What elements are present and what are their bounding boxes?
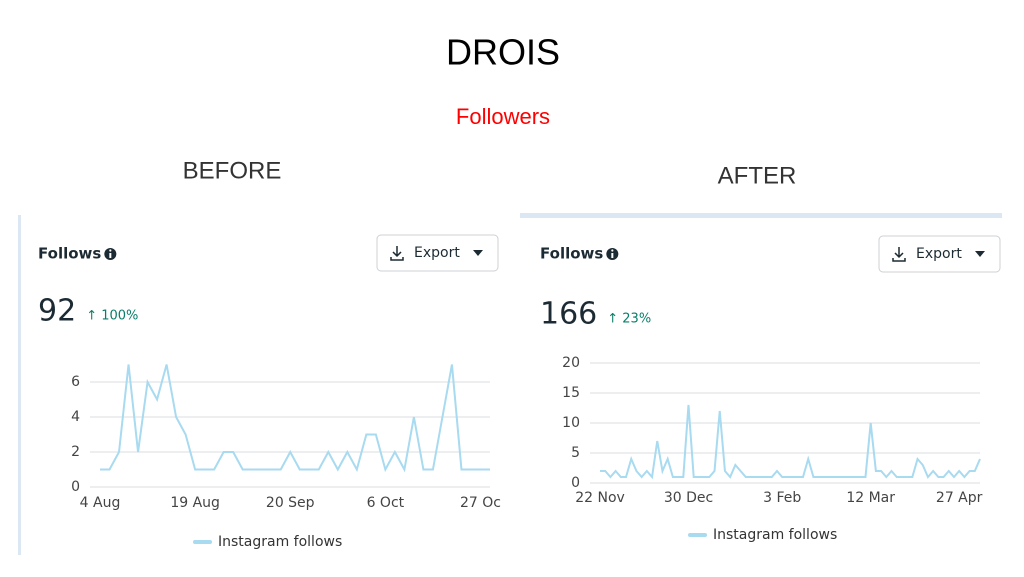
x-tick-label: 19 Aug bbox=[170, 495, 220, 511]
export-button[interactable] bbox=[376, 234, 499, 272]
total-value: 166 bbox=[540, 297, 597, 332]
data-line bbox=[100, 364, 490, 473]
card bbox=[18, 215, 500, 555]
download-icon bbox=[892, 247, 906, 262]
y-tick-label: 4 bbox=[71, 409, 80, 425]
export-button[interactable] bbox=[878, 235, 1001, 273]
dropdown-caret bbox=[975, 251, 985, 257]
data-line bbox=[600, 404, 981, 480]
y-tick-label: 0 bbox=[571, 475, 580, 491]
change-value: ↑ 23% bbox=[607, 312, 651, 327]
info-icon-mark bbox=[611, 253, 614, 258]
card-border bbox=[520, 213, 1002, 218]
download-icon bbox=[390, 246, 404, 261]
y-tick-label: 0 bbox=[71, 479, 80, 495]
x-tick-label: 6 Oct bbox=[367, 495, 405, 511]
x-tick-label: 4 Aug bbox=[80, 495, 121, 511]
y-tick-label: 15 bbox=[562, 385, 580, 401]
page-subtitle: Followers bbox=[456, 104, 550, 129]
total-value: 92 bbox=[38, 294, 76, 329]
x-tick-label: 3 Feb bbox=[763, 490, 801, 506]
page-title: DROIS bbox=[446, 32, 560, 73]
x-tick-label: 30 Dec bbox=[664, 490, 713, 506]
x-tick-label: 20 Sep bbox=[266, 495, 315, 511]
panel-heading: BEFORE bbox=[183, 157, 282, 184]
legend-label: Instagram follows bbox=[713, 527, 837, 543]
y-tick-label: 20 bbox=[562, 355, 580, 371]
card-title: Follows bbox=[38, 245, 101, 263]
y-tick-label: 5 bbox=[571, 445, 580, 461]
x-tick-label: 27 Apr bbox=[936, 490, 983, 506]
y-tick-label: 2 bbox=[71, 444, 80, 460]
legend-label: Instagram follows bbox=[218, 534, 342, 550]
change-value: ↑ 100% bbox=[86, 309, 138, 324]
info-icon-dot bbox=[109, 249, 112, 252]
info-icon-dot bbox=[611, 249, 614, 252]
info-icon-mark bbox=[109, 253, 112, 258]
x-tick-label: 22 Nov bbox=[575, 490, 625, 506]
x-tick-label: 27 Oc bbox=[460, 495, 501, 511]
card-title: Follows bbox=[540, 245, 603, 263]
export-label[interactable]: Export bbox=[414, 245, 460, 261]
dropdown-caret bbox=[473, 250, 483, 256]
y-tick-label: 10 bbox=[562, 415, 580, 431]
panel-heading: AFTER bbox=[718, 162, 797, 189]
y-tick-label: 6 bbox=[71, 374, 80, 390]
export-label[interactable]: Export bbox=[916, 246, 962, 262]
card-border bbox=[18, 215, 21, 555]
x-tick-label: 12 Mar bbox=[846, 490, 895, 506]
